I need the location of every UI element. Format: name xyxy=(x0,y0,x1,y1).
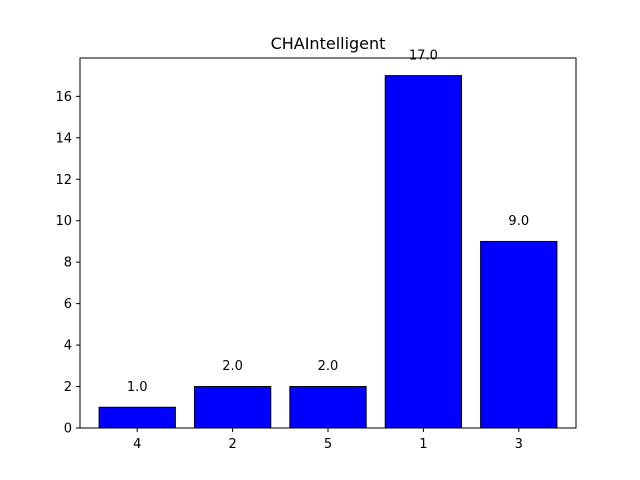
y-tick-label: 12 xyxy=(55,173,72,188)
y-tick-label: 8 xyxy=(64,256,72,271)
bar-3 xyxy=(480,240,558,429)
chart-title: CHAIntelligent xyxy=(271,34,386,53)
x-axis: 4 2 5 1 3 xyxy=(133,428,523,452)
x-tick-label: 5 xyxy=(324,437,332,452)
bar-2 xyxy=(193,386,272,429)
y-tick-label: 2 xyxy=(64,380,72,395)
bar-5 xyxy=(289,386,367,429)
bar-value-label: 9.0 xyxy=(508,214,529,229)
y-tick-label: 10 xyxy=(55,214,72,229)
plot-frame xyxy=(79,57,577,429)
y-axis: 0 2 4 6 8 10 12 14 16 xyxy=(55,90,80,437)
bar-value-label: 2.0 xyxy=(318,359,339,374)
y-tick-label: 6 xyxy=(64,297,72,312)
x-tick-label: 4 xyxy=(133,437,141,452)
bars-layer: 1.0 2.0 2.0 17.0 9.0 xyxy=(98,48,558,429)
y-tick-label: 4 xyxy=(64,339,72,354)
bar-value-label: 17.0 xyxy=(409,48,438,63)
y-tick-label: 14 xyxy=(55,131,72,146)
y-tick-label: 16 xyxy=(55,90,72,105)
y-tick-label: 0 xyxy=(64,422,72,437)
bar-value-label: 1.0 xyxy=(127,380,148,395)
bar-value-label: 2.0 xyxy=(222,359,243,374)
x-tick-label: 1 xyxy=(419,437,427,452)
x-tick-label: 3 xyxy=(515,437,523,452)
bar-4 xyxy=(98,406,176,429)
bar-1 xyxy=(384,75,463,429)
x-tick-label: 2 xyxy=(228,437,236,452)
